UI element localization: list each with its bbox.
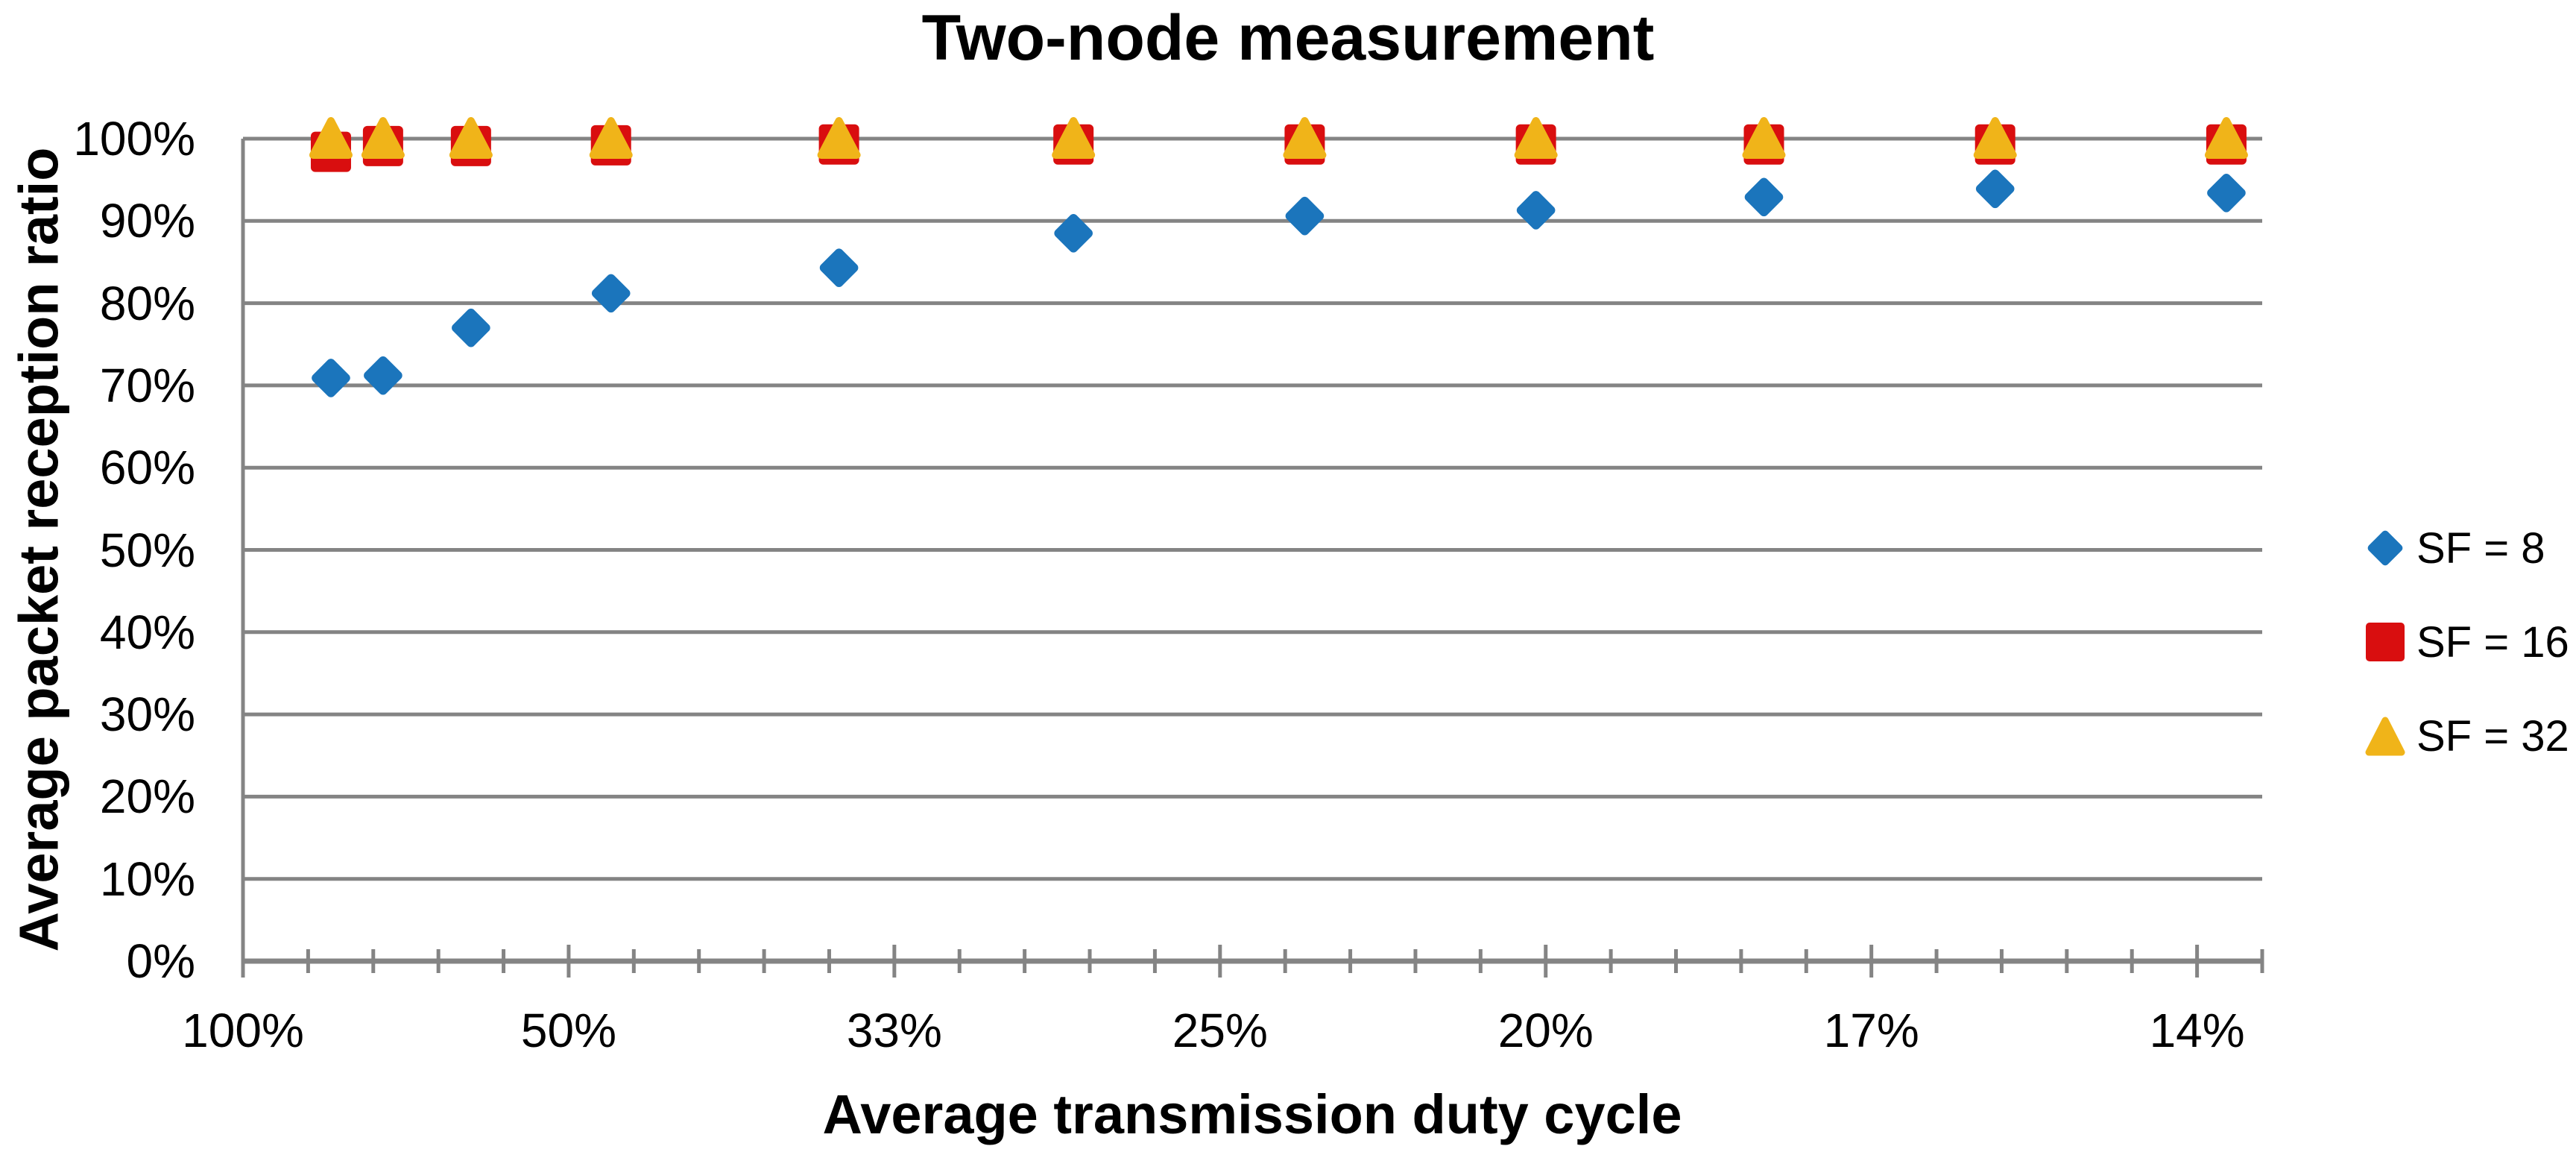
x-tick-label: 100%: [182, 1004, 304, 1057]
y-tick-label: 20%: [99, 769, 195, 824]
y-tick-label: 40%: [99, 605, 195, 659]
marker-sf32-triangle: [1973, 117, 2017, 159]
marker-sf32-triangle: [1514, 117, 1558, 159]
y-tick-label: 70%: [99, 358, 195, 412]
marker-sf8-diamond: [1744, 177, 1784, 217]
marker-sf8-diamond: [364, 356, 402, 395]
x-tick-label: 50%: [520, 1004, 616, 1057]
y-tick-label: 90%: [99, 194, 195, 248]
marker-sf32-triangle: [1283, 117, 1327, 159]
legend-label: SF = 8: [2416, 523, 2545, 573]
legend-square-icon: [2366, 623, 2405, 661]
legend-item-sf16: SF = 16: [2364, 612, 2569, 672]
legend-label: SF = 16: [2416, 617, 2569, 667]
y-tick-label: 100%: [73, 112, 195, 166]
x-tick-label: 14%: [2149, 1004, 2245, 1057]
marker-sf8-diamond: [591, 274, 631, 313]
marker-sf32-triangle: [1742, 117, 1786, 159]
marker-sf8-diamond: [452, 308, 490, 347]
x-tick-label: 17%: [1823, 1004, 1919, 1057]
marker-sf8-diamond: [2207, 173, 2246, 213]
x-tick-label: 33%: [846, 1004, 942, 1057]
legend-diamond-icon: [2367, 530, 2403, 566]
marker-sf32-triangle: [1052, 117, 1096, 159]
y-tick-label: 50%: [99, 523, 195, 577]
y-tick-label: 0%: [126, 934, 196, 988]
marker-sf32-triangle: [817, 117, 861, 159]
y-tick-label: 10%: [99, 852, 195, 906]
x-axis-title: Average transmission duty cycle: [822, 1083, 1682, 1145]
marker-sf8-diamond: [312, 359, 350, 397]
marker-sf8-diamond: [1285, 196, 1325, 236]
marker-sf8-diamond: [1975, 169, 2015, 209]
marker-sf32-triangle: [361, 117, 405, 159]
legend-item-sf8: SF = 8: [2364, 518, 2545, 578]
x-tick-label: 25%: [1172, 1004, 1268, 1057]
marker-sf8-diamond: [1516, 191, 1556, 230]
marker-sf32-triangle: [449, 117, 493, 159]
y-tick-label: 30%: [99, 687, 195, 742]
y-tick-label: 80%: [99, 276, 195, 330]
y-tick-label: 60%: [99, 441, 195, 495]
marker-sf8-diamond: [1054, 214, 1093, 253]
legend-item-sf32: SF = 32: [2364, 706, 2569, 766]
marker-sf32-triangle: [309, 117, 353, 159]
marker-sf32-triangle: [2204, 117, 2248, 159]
x-tick-label: 20%: [1497, 1004, 1594, 1057]
legend-triangle-icon: [2365, 717, 2405, 756]
legend-label: SF = 32: [2416, 711, 2569, 761]
marker-sf8-diamond: [819, 248, 859, 287]
marker-sf32-triangle: [589, 117, 633, 159]
chart-title: Two-node measurement: [921, 2, 1655, 74]
